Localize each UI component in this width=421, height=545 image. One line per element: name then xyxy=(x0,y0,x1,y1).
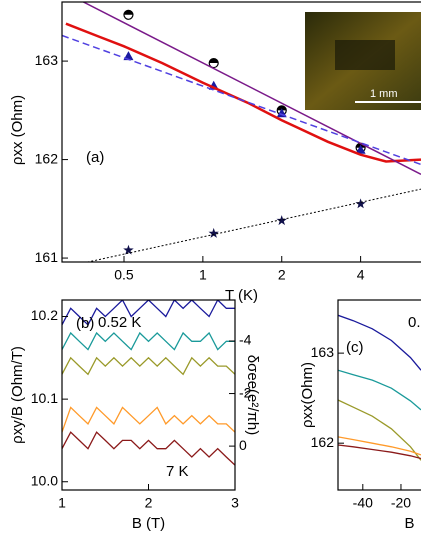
x-axis-label: B xyxy=(404,515,414,532)
x-tick-label: -40 xyxy=(353,495,373,511)
x-tick-label: 2 xyxy=(145,495,153,511)
panel: 1 2 3 10.0 10.1 10.2 -4 -2 0 B (T) ρxy/B (Ohm/T) δσ… xyxy=(9,299,261,532)
series-line xyxy=(338,444,421,460)
point-fill xyxy=(123,10,133,15)
point xyxy=(208,57,219,69)
annotation: (c) xyxy=(346,339,364,356)
y2-axis-label: δσee(e²/πh) xyxy=(244,355,261,435)
x-axis-label: T (K) xyxy=(225,287,258,304)
annotation: (b) xyxy=(76,315,94,332)
y-tick-label: 162 xyxy=(35,150,59,166)
series-line xyxy=(338,369,421,411)
axes-frame xyxy=(337,299,421,491)
series-line xyxy=(62,406,235,433)
y-tick-label: 10.1 xyxy=(31,390,58,406)
annotation: 0.52 K xyxy=(98,314,141,331)
series-line xyxy=(62,300,235,326)
x-axis-label: B (T) xyxy=(132,515,165,532)
point xyxy=(355,198,366,209)
point xyxy=(276,215,287,226)
series-line xyxy=(62,356,235,376)
y-axis-label: ρxx (Ohm) xyxy=(9,95,26,165)
y-tick-label: 163 xyxy=(35,52,59,68)
point-fill xyxy=(209,58,219,64)
x-tick-label: 3 xyxy=(231,495,239,511)
series-line xyxy=(85,188,421,262)
point xyxy=(123,9,134,20)
plot-area xyxy=(62,300,235,466)
y2-tick-label: 0 xyxy=(239,437,247,453)
series-line xyxy=(83,2,421,175)
series-line xyxy=(62,34,421,166)
annotation: (a) xyxy=(86,149,104,166)
point xyxy=(355,144,366,154)
y-tick-label: 163 xyxy=(311,344,335,360)
y-tick-label: 10.0 xyxy=(31,472,58,488)
plot-area xyxy=(62,2,421,262)
x-tick-label: 1 xyxy=(58,495,66,511)
series-line xyxy=(338,314,421,371)
scale-label: 1 mm xyxy=(370,88,398,100)
x-tick-label: 0.5 xyxy=(114,267,134,283)
series-line xyxy=(62,431,235,466)
y-tick-label: 162 xyxy=(311,434,335,450)
point-fill xyxy=(277,105,287,111)
y2-tick-label: -2 xyxy=(239,384,252,400)
x-tick-label: 2 xyxy=(278,267,286,283)
series-line xyxy=(338,436,421,456)
x-tick-label: 1 xyxy=(199,267,207,283)
annotation: 7 K xyxy=(166,463,189,480)
series-line xyxy=(62,331,235,351)
point xyxy=(123,244,134,255)
point xyxy=(208,227,219,238)
annotation: 0. xyxy=(408,314,421,331)
x-tick-label: 4 xyxy=(357,267,365,283)
x-tick-label: -20 xyxy=(391,495,411,511)
panel: 0.5 1 2 4 161 162 163 T (K) ρxx (Ohm) (a) xyxy=(9,1,421,304)
inset-photo: 1 mm xyxy=(305,12,421,110)
y-axis-label: ρxy/B (Ohm/T) xyxy=(9,346,26,444)
series-line xyxy=(338,399,421,461)
y-tick-label: 10.2 xyxy=(31,307,58,323)
y2-tick-label: -4 xyxy=(239,332,252,348)
inset-sample xyxy=(335,40,395,70)
axes-frame xyxy=(61,1,421,263)
y-tick-label: 161 xyxy=(35,249,59,265)
y-axis-label: ρxx(Ohm) xyxy=(299,362,316,428)
plot-area xyxy=(338,314,421,461)
